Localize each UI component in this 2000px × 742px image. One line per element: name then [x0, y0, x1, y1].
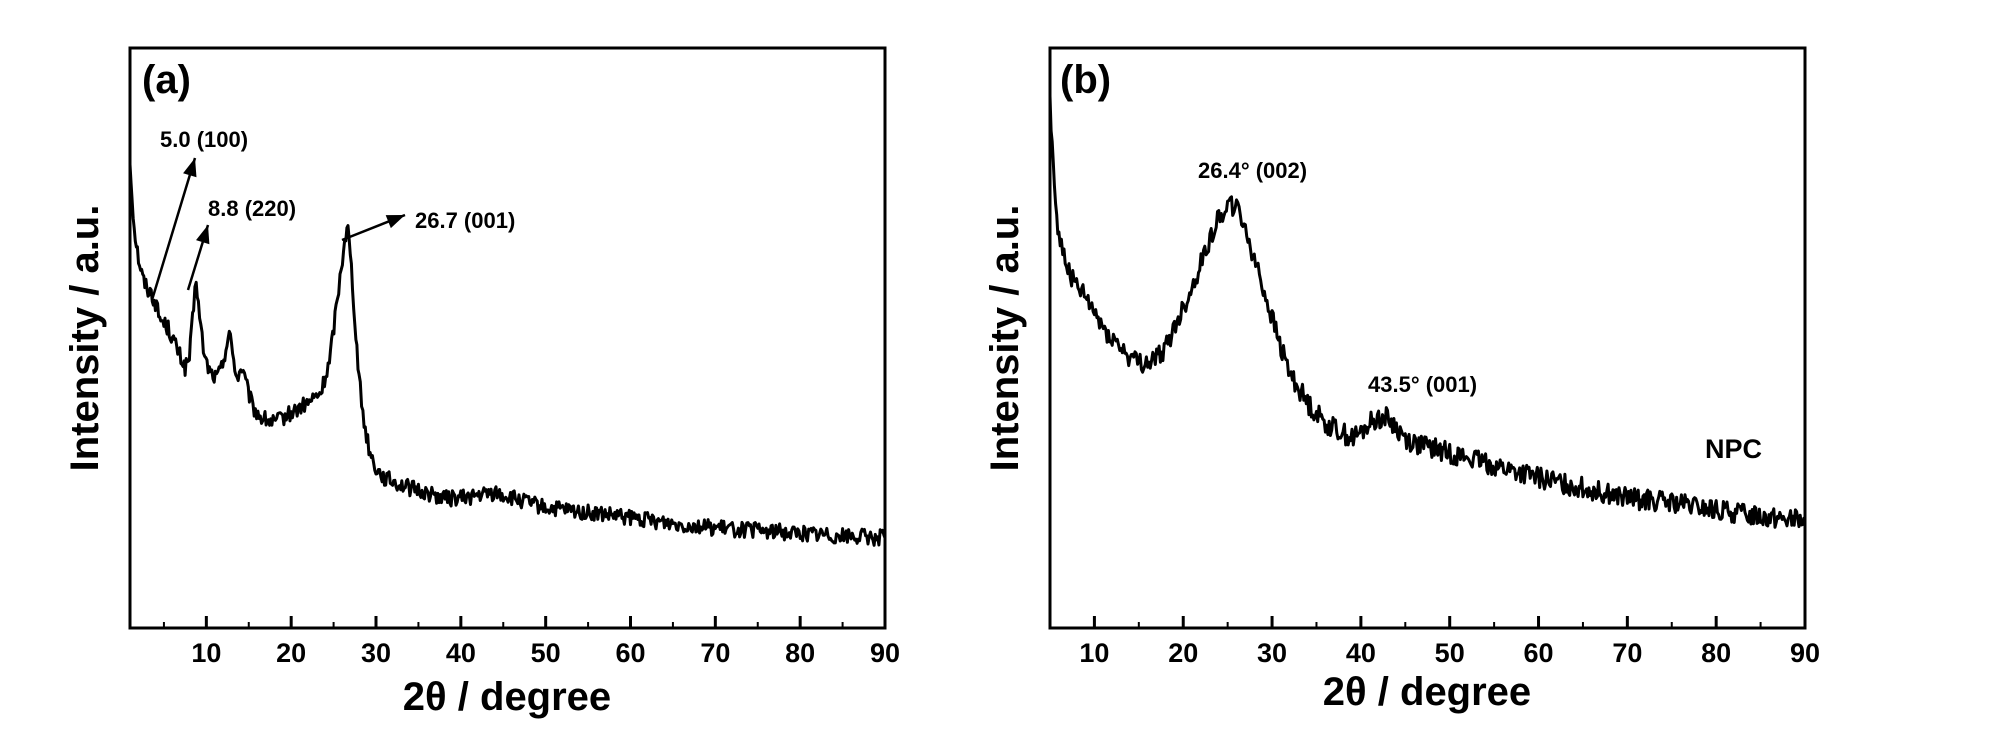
annotation-26-4: 26.4° (002)	[1198, 158, 1307, 183]
panel-b-x-tick-label-70: 70	[1612, 638, 1642, 668]
panel-b-x-tick-label-10: 10	[1079, 638, 1109, 668]
panel-b-x-tick-label-50: 50	[1435, 638, 1465, 668]
panel-a-frame	[128, 46, 887, 630]
annotation-26-7: 26.7 (001)	[415, 208, 515, 233]
panel-a-x-tick-label-30: 30	[361, 638, 391, 668]
panel-a-x-tick-label-70: 70	[700, 638, 730, 668]
panel-b-xlabel: 2θ / degree	[1323, 670, 1531, 714]
panel-a-ylabel: Intensity / a.u.	[63, 205, 107, 472]
panel-a-x-tick-label-20: 20	[276, 638, 306, 668]
panel-a-arrows	[150, 157, 406, 301]
panel-b-x-tick-label-80: 80	[1701, 638, 1731, 668]
panel-b-x-tick-label-20: 20	[1168, 638, 1198, 668]
annotation-43-5: 43.5° (001)	[1368, 372, 1477, 397]
panel-a: 10 20 30 40 50 60 70 80 90 (a) 5.0 (100) 8.8 (22…	[63, 46, 900, 719]
panel-b: 10 20 30 40 50 60 70 80 90 (b) 26.4° (002) 43.5°…	[983, 46, 1820, 714]
arrow-5-0-head	[183, 158, 197, 178]
arrow-26-7-head	[385, 215, 405, 229]
series-label-npc: NPC	[1705, 434, 1762, 464]
panel-b-x-tick-label-90: 90	[1790, 638, 1820, 668]
panel-b-frame	[1048, 46, 1807, 630]
panel-a-series-line	[128, 164, 887, 547]
panel-b-label: (b)	[1060, 58, 1111, 102]
panel-b-x-tick-label-40: 40	[1346, 638, 1376, 668]
panel-a-x-tick-label-40: 40	[446, 638, 476, 668]
panel-a-x-tick-label-60: 60	[615, 638, 645, 668]
panel-a-x-tick-label-80: 80	[785, 638, 815, 668]
panel-b-x-tick-label-60: 60	[1524, 638, 1554, 668]
panel-a-x-tick-label-90: 90	[870, 638, 900, 668]
panel-b-series-line	[1048, 95, 1807, 529]
panel-a-x-tick-label-10: 10	[191, 638, 221, 668]
annotation-5-0: 5.0 (100)	[160, 127, 248, 152]
panel-a-x-tick-label-50: 50	[531, 638, 561, 668]
arrow-8-8-head	[196, 225, 210, 245]
annotation-8-8: 8.8 (220)	[208, 196, 296, 221]
panel-a-label: (a)	[142, 58, 191, 102]
panel-b-ylabel: Intensity / a.u.	[983, 205, 1027, 472]
panel-b-x-tick-label-30: 30	[1257, 638, 1287, 668]
panel-a-xlabel: 2θ / degree	[403, 675, 611, 719]
arrow-5-0-shaft	[150, 157, 197, 301]
